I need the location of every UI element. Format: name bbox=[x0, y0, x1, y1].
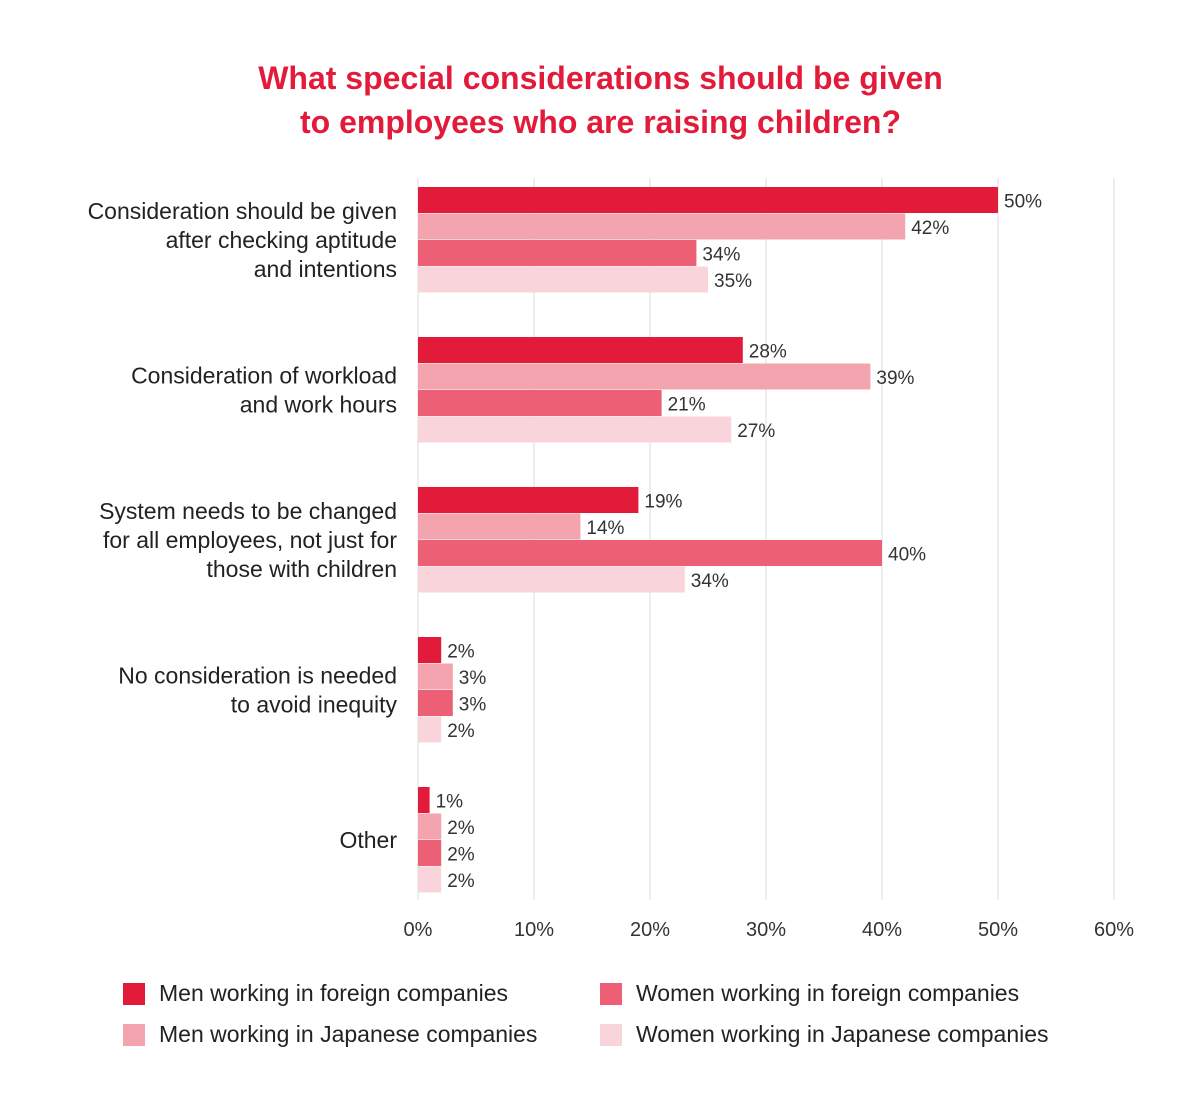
legend-label-women-japanese: Women working in Japanese companies bbox=[636, 1021, 1049, 1047]
data-label: 2% bbox=[447, 844, 475, 865]
bar bbox=[418, 266, 708, 293]
legend-item-women-japanese: Women working in Japanese companies bbox=[600, 1021, 1049, 1048]
data-label: 50% bbox=[1004, 191, 1042, 212]
bar bbox=[418, 540, 882, 566]
bar bbox=[418, 716, 442, 743]
bar bbox=[418, 663, 453, 690]
data-label: 27% bbox=[737, 421, 775, 442]
chart-title-line-2: to employees who are raising children? bbox=[299, 104, 902, 140]
bars bbox=[418, 187, 998, 893]
data-label: 34% bbox=[691, 571, 729, 592]
data-label: 19% bbox=[644, 491, 682, 512]
x-tick-label: 50% bbox=[978, 919, 1018, 941]
data-label: 42% bbox=[911, 218, 949, 239]
bar bbox=[418, 240, 697, 266]
legend-label-men-japanese: Men working in Japanese companies bbox=[159, 1021, 538, 1047]
bar bbox=[418, 487, 639, 513]
data-label: 2% bbox=[447, 818, 475, 839]
bar bbox=[418, 690, 453, 716]
gridlines bbox=[417, 178, 1115, 900]
category-label: Other bbox=[339, 827, 397, 853]
chart-title-line-1: What special considerations should be gi… bbox=[258, 60, 943, 96]
x-tick-label: 30% bbox=[746, 919, 786, 941]
data-label: 40% bbox=[888, 544, 926, 565]
legend-item-men-foreign: Men working in foreign companies bbox=[123, 980, 508, 1007]
legend-item-women-foreign: Women working in foreign companies bbox=[600, 980, 1019, 1007]
bar bbox=[418, 866, 442, 893]
value-labels: 50% 42% 34% 35% 28% 39% 21% 27% 19% 14% 40% 34% 2% 3%… bbox=[436, 191, 1043, 892]
x-tick-label: 0% bbox=[404, 919, 433, 941]
bar bbox=[418, 213, 906, 240]
bar bbox=[418, 363, 871, 390]
data-label: 2% bbox=[447, 641, 475, 662]
legend-swatch-men-japanese bbox=[123, 1023, 145, 1046]
bar bbox=[418, 337, 743, 363]
legend-item-men-japanese: Men working in Japanese companies bbox=[123, 1021, 537, 1048]
category-label: No consideration is needed bbox=[118, 663, 397, 689]
x-tick-label: 20% bbox=[630, 919, 670, 941]
chart-title: What special considerations should be gi… bbox=[0, 56, 1201, 144]
data-label: 21% bbox=[668, 394, 706, 415]
bar bbox=[418, 840, 442, 866]
data-label: 2% bbox=[447, 721, 475, 742]
category-label: and intentions bbox=[254, 256, 397, 282]
category-label: Consideration of workload bbox=[131, 363, 397, 389]
data-label: 28% bbox=[749, 341, 787, 362]
bar bbox=[418, 187, 998, 213]
category-label: those with children bbox=[207, 556, 398, 582]
x-tick-label: 60% bbox=[1094, 919, 1134, 941]
bar bbox=[418, 566, 685, 593]
category-label: Consideration should be given bbox=[88, 198, 397, 224]
category-label: for all employees, not just for bbox=[103, 527, 397, 553]
data-label: 1% bbox=[436, 791, 464, 812]
legend-swatch-women-foreign bbox=[600, 982, 622, 1005]
x-tick-label: 10% bbox=[514, 919, 554, 941]
category-label: to avoid inequity bbox=[231, 692, 398, 718]
bar bbox=[418, 787, 430, 813]
bar bbox=[418, 813, 442, 840]
bar bbox=[418, 637, 442, 663]
data-label: 39% bbox=[876, 368, 914, 389]
category-label: after checking aptitude bbox=[166, 227, 397, 253]
data-label: 3% bbox=[459, 694, 487, 715]
category-label: System needs to be changed bbox=[99, 498, 397, 524]
bar bbox=[418, 390, 662, 416]
data-label: 14% bbox=[586, 518, 624, 539]
legend-label-men-foreign: Men working in foreign companies bbox=[159, 980, 509, 1006]
legend-label-women-foreign: Women working in foreign companies bbox=[636, 980, 1020, 1006]
x-tick-label: 40% bbox=[862, 919, 902, 941]
x-axis-ticks: 0% 10% 20% 30% 40% 50% 60% bbox=[404, 919, 1135, 941]
bar bbox=[418, 416, 732, 443]
data-label: 2% bbox=[447, 871, 475, 892]
category-label: and work hours bbox=[240, 392, 397, 418]
data-label: 35% bbox=[714, 271, 752, 292]
data-label: 3% bbox=[459, 668, 487, 689]
legend-swatch-women-japanese bbox=[600, 1023, 622, 1046]
data-label: 34% bbox=[702, 244, 740, 265]
legend-swatch-men-foreign bbox=[123, 982, 145, 1005]
bar bbox=[418, 513, 581, 540]
category-labels: Consideration should be given after check… bbox=[88, 198, 398, 853]
